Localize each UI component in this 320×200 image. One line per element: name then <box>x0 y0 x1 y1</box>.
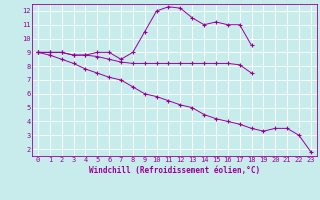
X-axis label: Windchill (Refroidissement éolien,°C): Windchill (Refroidissement éolien,°C) <box>89 166 260 175</box>
